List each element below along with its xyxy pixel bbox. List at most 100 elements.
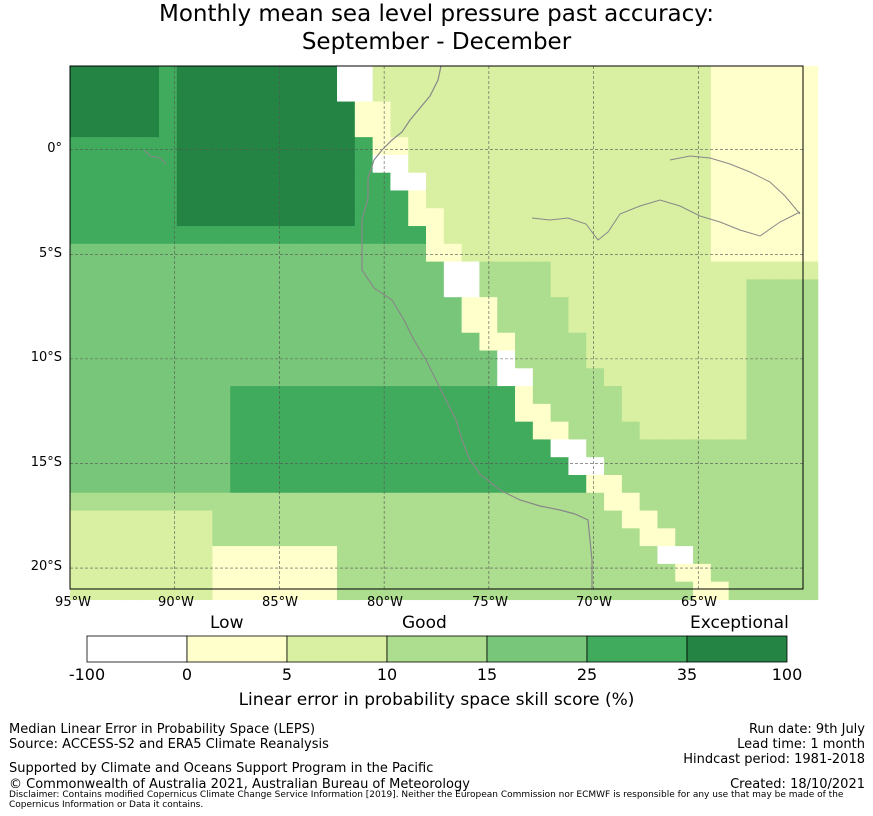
skill-cell bbox=[319, 314, 338, 334]
skill-cell bbox=[443, 208, 463, 227]
skill-cell bbox=[550, 314, 570, 334]
skill-cell bbox=[568, 101, 587, 120]
skill-cell bbox=[354, 332, 374, 352]
skill-cell bbox=[497, 101, 516, 120]
skill-cell bbox=[639, 226, 659, 245]
skill-cell bbox=[604, 83, 623, 103]
skill-cell bbox=[265, 101, 285, 120]
skill-cell bbox=[176, 439, 196, 458]
skill-cell bbox=[568, 190, 587, 209]
skill-cell bbox=[176, 119, 196, 138]
skill-cell bbox=[443, 83, 463, 103]
skill-cell bbox=[70, 208, 89, 227]
skill-cell bbox=[639, 546, 659, 565]
skill-cell bbox=[70, 350, 89, 369]
skill-cell bbox=[248, 581, 267, 601]
skill-cell bbox=[782, 386, 801, 405]
skill-cell bbox=[70, 261, 89, 280]
skill-cell bbox=[639, 492, 659, 512]
skill-cell bbox=[301, 546, 320, 565]
skill-cell bbox=[764, 492, 783, 512]
skill-cell bbox=[693, 350, 712, 369]
skill-cell bbox=[176, 510, 196, 529]
skill-cell bbox=[87, 154, 107, 174]
footer-disclaimer: Disclaimer: Contains modified Copernicus… bbox=[9, 790, 844, 810]
skill-cell bbox=[159, 172, 178, 192]
skill-cell bbox=[461, 101, 481, 120]
skill-cell bbox=[159, 368, 178, 387]
skill-cell bbox=[586, 546, 605, 565]
colorbar-swatch bbox=[486, 635, 588, 663]
skill-cell bbox=[550, 101, 570, 120]
skill-cell bbox=[212, 314, 231, 334]
skill-cell bbox=[176, 83, 196, 103]
skill-cell bbox=[799, 279, 819, 298]
skill-cell bbox=[319, 226, 338, 245]
skill-cell bbox=[532, 154, 552, 174]
skill-cell bbox=[319, 492, 338, 512]
skill-cell bbox=[426, 492, 445, 512]
skill-cell bbox=[746, 154, 765, 174]
skill-cell bbox=[782, 332, 801, 352]
skill-cell bbox=[799, 403, 819, 423]
skill-cell bbox=[604, 510, 623, 529]
skill-cell bbox=[212, 368, 231, 387]
skill-cell bbox=[604, 101, 623, 120]
skill-cell bbox=[621, 154, 641, 174]
skill-cell bbox=[194, 137, 214, 156]
skill-cell bbox=[70, 332, 89, 352]
skill-cell bbox=[212, 350, 231, 369]
skill-cell bbox=[194, 368, 214, 387]
skill-cell bbox=[159, 546, 178, 565]
skill-cell bbox=[337, 421, 356, 441]
skill-cell bbox=[799, 101, 819, 120]
skill-cell bbox=[675, 83, 694, 103]
skill-cell bbox=[230, 101, 249, 120]
skill-cell bbox=[461, 581, 481, 601]
skill-cell bbox=[123, 226, 142, 245]
skill-cell bbox=[443, 101, 463, 120]
skill-cell bbox=[105, 243, 125, 263]
skill-cell bbox=[621, 474, 641, 494]
skill-cell bbox=[515, 261, 534, 280]
skill-cell bbox=[728, 101, 748, 120]
skill-cell bbox=[568, 208, 587, 227]
skill-cell bbox=[657, 368, 676, 387]
skill-cell bbox=[586, 66, 605, 85]
coastline bbox=[361, 65, 593, 589]
skill-cell bbox=[497, 154, 516, 174]
skill-cell bbox=[693, 332, 712, 352]
skill-cell bbox=[479, 421, 498, 441]
skill-cell bbox=[728, 492, 748, 512]
skill-cell bbox=[159, 421, 178, 441]
skill-cell bbox=[283, 581, 303, 601]
skill-cell bbox=[426, 83, 445, 103]
skill-cell bbox=[657, 190, 676, 209]
skill-cell bbox=[319, 261, 338, 280]
skill-cell bbox=[604, 546, 623, 565]
skill-cell bbox=[87, 546, 107, 565]
skill-cell bbox=[408, 403, 427, 423]
skill-cell bbox=[639, 403, 659, 423]
skill-cell bbox=[390, 510, 409, 529]
skill-cell bbox=[105, 457, 125, 476]
skill-cell bbox=[657, 154, 676, 174]
skill-cell bbox=[301, 350, 320, 369]
skill-cell bbox=[586, 83, 605, 103]
skill-cell bbox=[693, 261, 712, 280]
skill-cell bbox=[372, 154, 392, 174]
skill-cell bbox=[194, 314, 214, 334]
skill-cell bbox=[301, 190, 320, 209]
skill-cell bbox=[283, 208, 303, 227]
skill-cell bbox=[70, 226, 89, 245]
skill-cell bbox=[354, 492, 374, 512]
skill-cell bbox=[248, 101, 267, 120]
skill-cell bbox=[532, 386, 552, 405]
skill-cell bbox=[105, 154, 125, 174]
skill-cell bbox=[70, 66, 89, 85]
skill-cell bbox=[194, 492, 214, 512]
skill-cell bbox=[372, 332, 392, 352]
map-gridlines bbox=[69, 66, 803, 589]
skill-cell bbox=[301, 243, 320, 263]
colorbar-swatch bbox=[86, 635, 188, 663]
